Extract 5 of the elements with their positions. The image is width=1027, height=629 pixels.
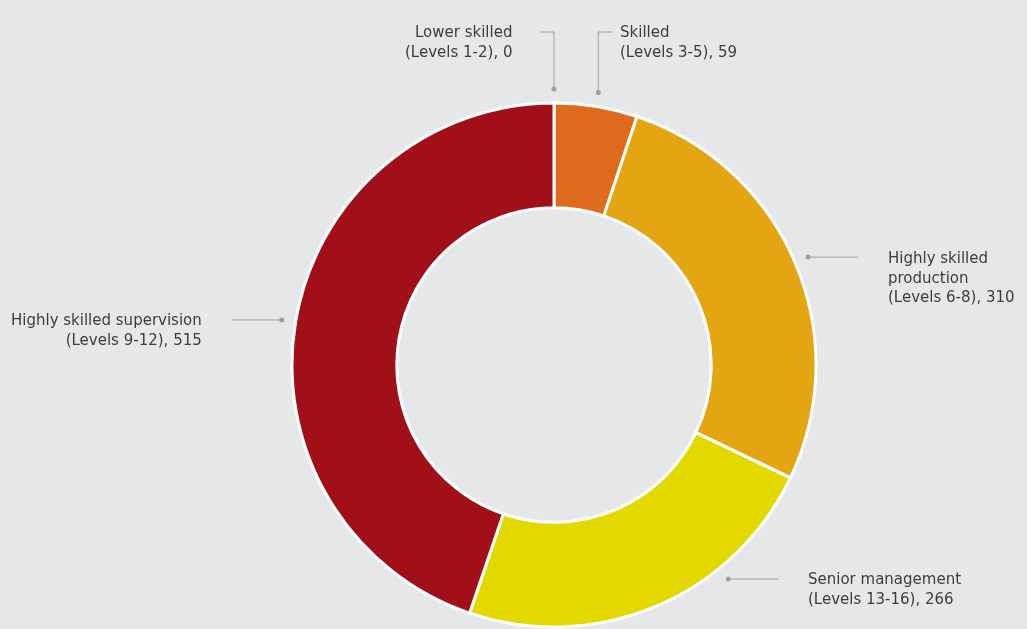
category-label: Lower skilled (Levels 1-2), 0 xyxy=(405,23,513,61)
slice-label: Highly skilled supervision (Levels 9-12), 515 xyxy=(11,311,202,349)
slice-label: Highly skilled production (Levels 6-8), 310 xyxy=(888,249,1015,306)
slice-label: Senior management (Levels 13-16), 266 xyxy=(808,570,962,608)
slice-label: Skilled (Levels 3-5), 59 xyxy=(620,23,738,61)
